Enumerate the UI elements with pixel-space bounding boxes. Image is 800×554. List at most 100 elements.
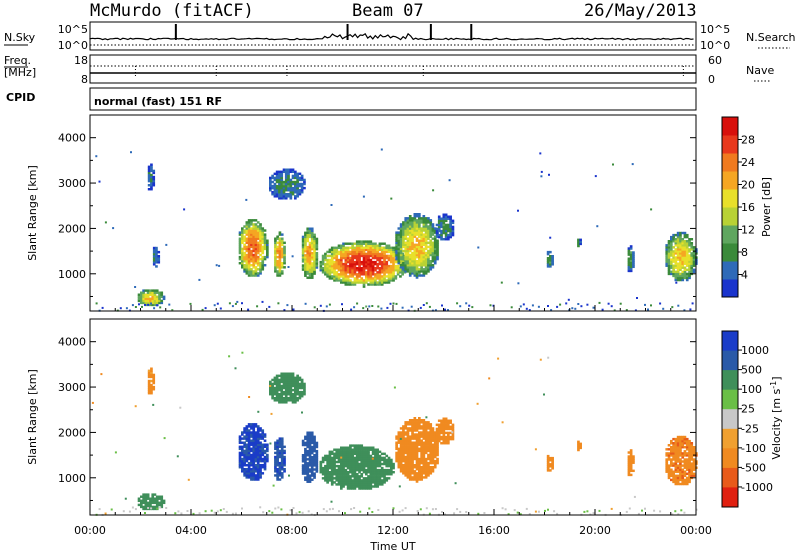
echo-cell	[353, 460, 357, 464]
echo-cell	[378, 281, 382, 284]
echo-cell	[672, 448, 675, 451]
echo-cell	[387, 264, 391, 268]
echo-cell	[406, 476, 410, 479]
echo-cell	[150, 173, 153, 177]
scatter-cell	[392, 302, 395, 305]
echo-cell	[679, 278, 682, 282]
echo-cell	[674, 468, 678, 471]
echo-cell	[358, 252, 361, 256]
echo-cell	[301, 443, 305, 447]
echo-cell	[365, 468, 368, 472]
echo-cell	[243, 270, 246, 273]
echo-cell	[415, 445, 419, 449]
echo-cell	[254, 435, 258, 438]
echo-cell	[360, 466, 364, 470]
echo-cell	[304, 239, 307, 243]
echo-cell	[424, 245, 428, 249]
echo-cell	[402, 468, 405, 471]
echo-cell	[310, 247, 314, 251]
echo-cell	[380, 281, 384, 284]
echo-cell	[688, 474, 691, 478]
echo-cell	[289, 170, 293, 174]
echo-cell	[280, 386, 284, 390]
echo-cell	[688, 439, 691, 443]
echo-cell	[378, 254, 382, 258]
echo-cell	[308, 266, 312, 269]
echo-cell	[415, 480, 419, 483]
echo-cell	[245, 268, 249, 271]
echo-cell	[306, 433, 310, 437]
echo-cell	[344, 460, 348, 464]
echo-cell	[676, 452, 680, 455]
echo-cell	[274, 447, 277, 451]
echo-cell	[433, 241, 437, 245]
echo-cell	[397, 231, 401, 234]
echo-cell	[287, 384, 290, 388]
echo-cell	[424, 433, 428, 436]
echo-cell	[150, 371, 153, 375]
echo-cell	[263, 243, 267, 247]
echo-cell	[429, 262, 433, 265]
echo-cell	[365, 458, 368, 462]
echo-cell	[415, 461, 419, 465]
echo-cell	[153, 301, 157, 305]
echo-cell	[632, 263, 635, 267]
echo-cell	[256, 451, 260, 455]
echo-cell	[256, 227, 260, 230]
echo-cell	[670, 272, 673, 276]
echo-cell	[670, 250, 673, 253]
echo-cell	[665, 256, 669, 259]
echo-cell	[276, 453, 279, 457]
echo-cell	[429, 449, 433, 453]
scatter-cell	[248, 396, 251, 398]
echo-cell	[247, 445, 251, 449]
echo-cell	[306, 270, 310, 273]
echo-cell	[321, 269, 325, 272]
echo-cell	[672, 480, 675, 484]
velocity-colorbar-swatch	[722, 370, 738, 391]
station-title: McMurdo (fitACF)	[90, 1, 254, 21]
echo-cell	[435, 437, 439, 441]
scatter-cell	[328, 508, 331, 511]
echo-cell	[396, 271, 400, 274]
echo-cell	[376, 475, 379, 478]
echo-cell	[674, 476, 678, 480]
echo-cell	[579, 444, 582, 448]
echo-cell	[378, 468, 382, 472]
echo-cell	[676, 458, 680, 461]
echo-cell	[437, 423, 441, 427]
echo-cell	[679, 233, 682, 237]
echo-cell	[261, 437, 265, 440]
echo-cell	[254, 439, 258, 442]
echo-cell	[349, 246, 352, 250]
echo-cell	[411, 466, 414, 469]
echo-cell	[665, 462, 669, 465]
echo-cell	[399, 253, 403, 257]
echo-cell	[369, 458, 373, 462]
echo-cell	[358, 254, 361, 258]
scatter-cell	[286, 304, 289, 307]
echo-cell	[665, 448, 669, 451]
echo-cell	[447, 217, 450, 220]
echo-cell	[369, 464, 373, 468]
echo-cell	[328, 273, 332, 276]
echo-cell	[427, 245, 430, 249]
echo-cell	[676, 439, 680, 443]
echo-cell	[431, 453, 435, 457]
echo-cell	[447, 233, 450, 237]
echo-cell	[406, 266, 410, 269]
echo-cell	[369, 279, 373, 282]
echo-cell	[333, 250, 336, 254]
echo-cell	[429, 219, 433, 222]
x-tick-label: 00:00	[680, 524, 712, 537]
echo-cell	[429, 423, 433, 426]
echo-cell	[670, 246, 673, 249]
echo-cell	[149, 289, 152, 292]
echo-cell	[629, 267, 633, 271]
echo-cell	[278, 231, 282, 234]
echo-cell	[256, 459, 260, 463]
echo-cell	[365, 485, 368, 488]
echo-cell	[280, 390, 284, 394]
echo-cell	[427, 268, 430, 271]
echo-cell	[420, 447, 423, 451]
